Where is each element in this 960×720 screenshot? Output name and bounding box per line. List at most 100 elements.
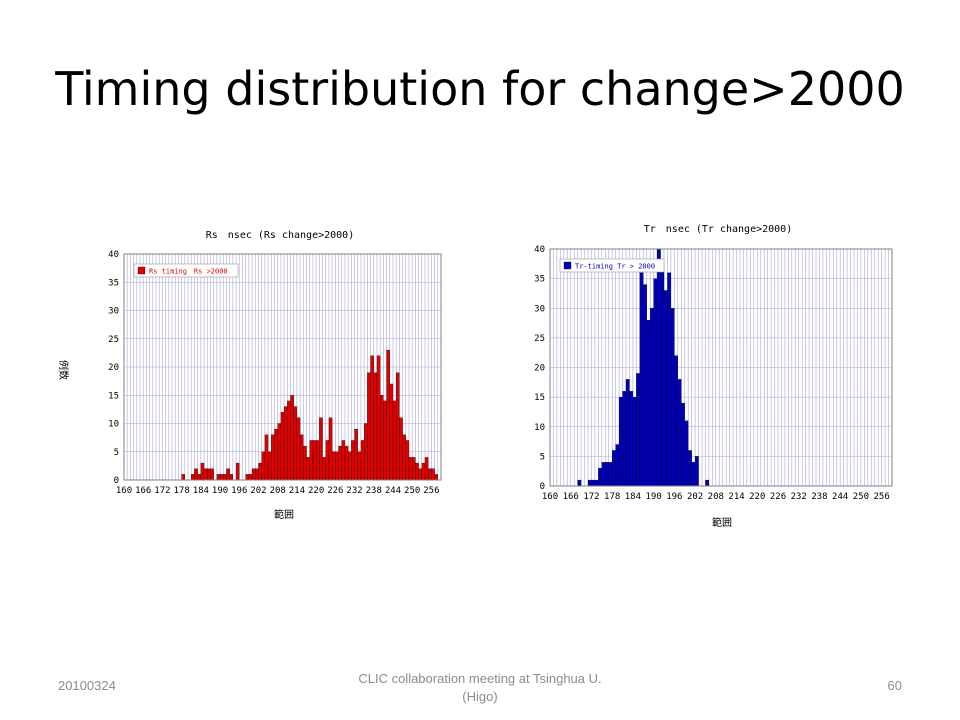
tr-bar bbox=[618, 396, 623, 487]
tr-y-tick-label: 30 bbox=[534, 304, 545, 314]
rs-bar bbox=[200, 462, 205, 481]
rs-bar bbox=[386, 349, 390, 481]
rs-bar bbox=[431, 468, 435, 481]
rs-y-axis-label: 例数 bbox=[57, 360, 70, 380]
rs-bar bbox=[354, 428, 358, 481]
rs-bar bbox=[357, 451, 362, 481]
rs-plot-area: 0 5 10 15 20 25 30 35 40 160 166 172 178 184 190 196 202… bbox=[108, 250, 442, 496]
rs-bar bbox=[274, 428, 278, 481]
tr-x-tick-label: 184 bbox=[625, 492, 641, 502]
rs-plot-border bbox=[123, 253, 442, 481]
rs-bar bbox=[258, 462, 262, 481]
tr-bar bbox=[587, 479, 592, 487]
rs-bar bbox=[380, 395, 384, 481]
footer-meeting-line2: (Higo) bbox=[462, 689, 498, 704]
rs-bar bbox=[335, 451, 339, 481]
rs-bar bbox=[255, 468, 259, 481]
tr-x-tick-label: 160 bbox=[542, 492, 558, 502]
tr-x-tick-label: 250 bbox=[853, 492, 869, 502]
rs-bar bbox=[434, 474, 438, 481]
rs-bar bbox=[309, 440, 314, 481]
tr-bar bbox=[605, 462, 609, 487]
tr-x-tick-label: 178 bbox=[604, 492, 620, 502]
rs-x-tick-label: 184 bbox=[193, 486, 209, 496]
rs-bar bbox=[360, 440, 365, 481]
rs-bar bbox=[191, 474, 195, 481]
rs-bar bbox=[341, 440, 346, 481]
rs-bar bbox=[226, 468, 230, 481]
footer-page-number: 60 bbox=[887, 678, 902, 693]
rs-bar bbox=[267, 451, 272, 481]
rs-x-tick-label: 178 bbox=[174, 486, 190, 496]
rs-bar bbox=[245, 474, 250, 481]
rs-x-tick-label: 202 bbox=[250, 486, 266, 496]
tr-bar bbox=[632, 396, 637, 487]
rs-y-tick-label: 25 bbox=[108, 335, 119, 345]
rs-y-tick-label: 10 bbox=[108, 420, 119, 430]
tr-x-tick-label: 202 bbox=[687, 492, 703, 502]
rs-bar bbox=[194, 468, 198, 481]
rs-histogram-svg: Rs nsec (Rs change>2000) 例数 範囲 051015202… bbox=[57, 230, 442, 521]
rs-bar bbox=[210, 468, 214, 481]
rs-bar bbox=[223, 474, 227, 481]
slide-title: Timing distribution for change>2000 bbox=[55, 62, 905, 116]
rs-bar bbox=[283, 406, 288, 481]
tr-y-tick-label: 25 bbox=[534, 334, 545, 344]
tr-y-tick-label: 15 bbox=[534, 393, 545, 403]
tr-x-tick-label: 256 bbox=[874, 492, 890, 502]
rs-bar bbox=[415, 462, 419, 481]
tr-x-axis-label: 範囲 bbox=[712, 516, 732, 529]
rs-bar bbox=[322, 457, 326, 481]
rs-timing-histogram: Rs nsec (Rs change>2000) 例数 範囲 0 5 10 15 20 2… bbox=[40, 218, 460, 524]
rs-y-tick-label: 0 bbox=[114, 476, 119, 486]
tr-bar bbox=[646, 319, 651, 487]
rs-bar bbox=[229, 474, 234, 481]
tr-x-tick-label: 172 bbox=[583, 492, 599, 502]
tr-x-tick-label: 244 bbox=[832, 492, 848, 502]
tr-bar bbox=[639, 272, 644, 487]
rs-x-tick-label: 196 bbox=[231, 486, 247, 496]
rs-bar bbox=[216, 474, 221, 481]
rs-bar bbox=[421, 462, 426, 481]
rs-x-tick-label: 190 bbox=[212, 486, 228, 496]
rs-bar bbox=[293, 406, 298, 481]
rs-bar bbox=[235, 462, 240, 481]
rs-bar bbox=[428, 468, 432, 481]
rs-bar bbox=[351, 440, 355, 481]
rs-bar bbox=[306, 457, 310, 481]
rs-bar bbox=[248, 474, 253, 481]
rs-x-axis-label: 範囲 bbox=[274, 508, 294, 521]
tr-plot-border bbox=[549, 248, 893, 487]
rs-legend-label: Rs timing Rs >2000 bbox=[149, 268, 228, 276]
tr-bar bbox=[577, 479, 582, 487]
tr-y-tick-label: 5 bbox=[540, 452, 545, 462]
tr-x-tick-label: 214 bbox=[728, 492, 744, 502]
rs-x-tick-label: 172 bbox=[154, 486, 170, 496]
tr-x-tick-label: 166 bbox=[563, 492, 579, 502]
tr-histogram-svg: Tr nsec (Tr change>2000) 範囲 0 5 10 15 20 25 30… bbox=[534, 224, 893, 529]
tr-y-tick-label: 20 bbox=[534, 364, 545, 374]
rs-bar bbox=[207, 468, 211, 481]
rs-bar bbox=[383, 400, 387, 481]
rs-bar bbox=[396, 372, 400, 481]
tr-x-tick-label: 226 bbox=[770, 492, 786, 502]
tr-bar bbox=[622, 391, 627, 487]
tr-bar bbox=[608, 462, 613, 487]
rs-bar bbox=[392, 400, 397, 481]
tr-bar bbox=[636, 373, 640, 487]
rs-bar bbox=[303, 445, 307, 481]
rs-bar bbox=[367, 372, 371, 481]
tr-bar bbox=[684, 420, 689, 487]
rs-bar bbox=[219, 474, 224, 481]
tr-plot-area: 0 5 10 15 20 25 30 35 40 160 166 172 178 184 190 196 202… bbox=[534, 245, 893, 502]
rs-x-tick-label: 208 bbox=[270, 486, 286, 496]
tr-bar bbox=[591, 479, 596, 487]
rs-bar bbox=[370, 355, 374, 481]
rs-x-tick-label: 244 bbox=[385, 486, 401, 496]
rs-chart-title: Rs nsec (Rs change>2000) bbox=[206, 230, 354, 241]
footer-meeting: CLIC collaboration meeting at Tsinghua U… bbox=[300, 670, 660, 706]
tr-bar bbox=[667, 272, 672, 487]
tr-bar bbox=[625, 379, 630, 487]
rs-bar bbox=[197, 474, 201, 481]
rs-bar bbox=[389, 383, 394, 481]
